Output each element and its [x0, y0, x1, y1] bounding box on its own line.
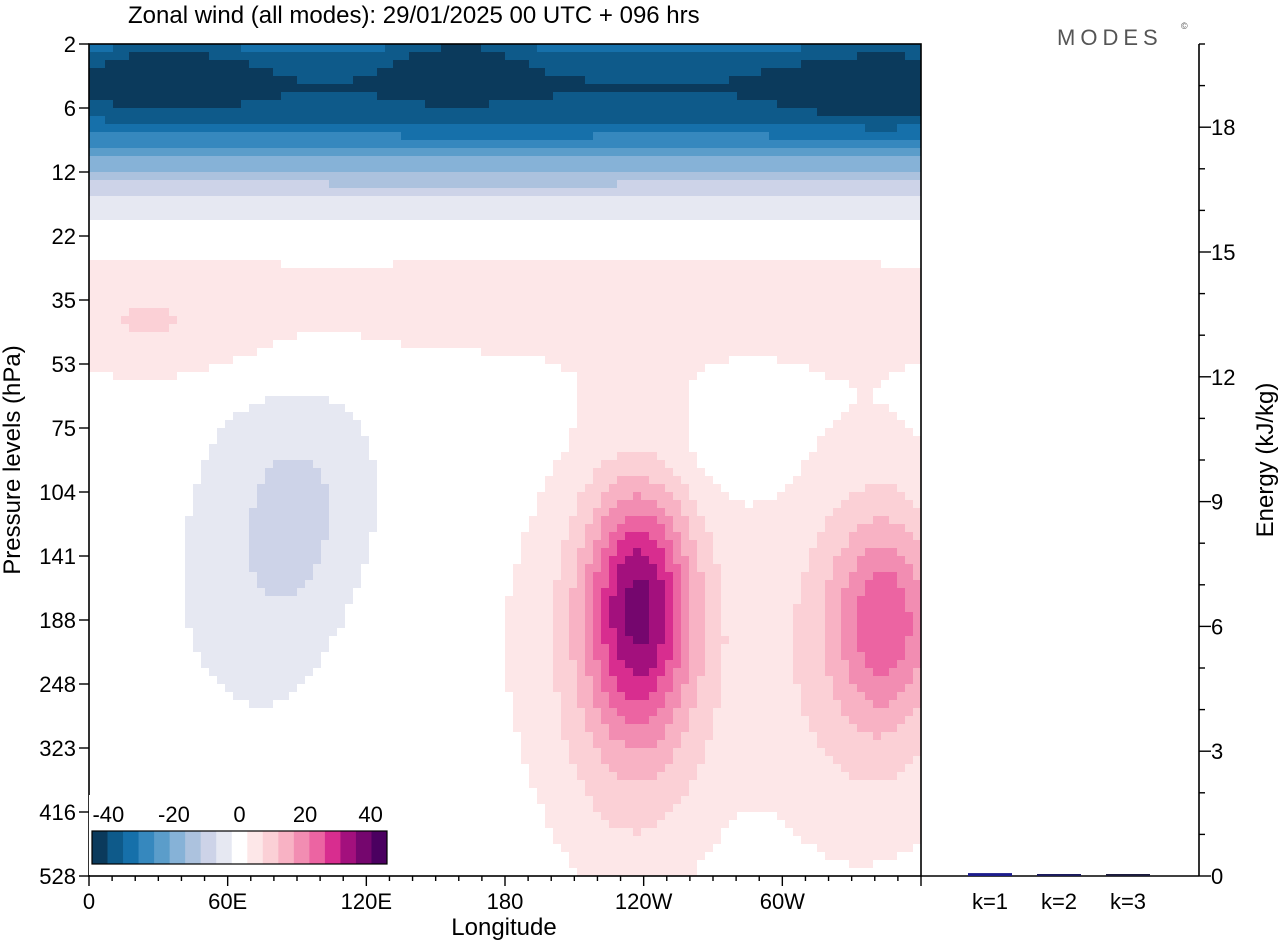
y-tick-label: 104: [39, 480, 76, 505]
colorbar-swatch: [108, 831, 124, 864]
y-tick-label: 323: [39, 736, 76, 761]
x-axis-label: Longitude: [451, 914, 556, 941]
x-tick-label: 0: [83, 889, 95, 914]
energy-category-label: k=2: [1041, 889, 1077, 914]
energy-tick-label: 6: [1211, 614, 1223, 639]
y-tick-label: 141: [39, 544, 76, 569]
colorbar-swatch: [263, 831, 279, 864]
energy-category-label: k=3: [1110, 889, 1146, 914]
colorbar-tick-label: 0: [233, 802, 245, 827]
colorbar-swatch: [325, 831, 341, 864]
y-axis-label: Pressure levels (hPa): [0, 345, 26, 574]
colorbar: -40 -20 0 20 40: [89, 795, 391, 875]
energy-tick-label: 15: [1211, 240, 1235, 265]
y-tick-label: 6: [64, 96, 76, 121]
x-tick-label: 120E: [341, 889, 392, 914]
energy-tick-label: 3: [1211, 739, 1223, 764]
x-tick-label: 60E: [208, 889, 247, 914]
y-tick-label: 12: [52, 160, 76, 185]
energy-tick-label: 18: [1211, 115, 1235, 140]
colorbar-swatch: [371, 831, 387, 864]
brand-copyright: ©: [1181, 21, 1188, 31]
colorbar-swatch: [232, 831, 248, 864]
colorbar-swatch: [356, 831, 372, 864]
y-tick-label: 35: [52, 288, 76, 313]
colorbar-swatch: [185, 831, 201, 864]
energy-tick-label: 0: [1211, 864, 1223, 889]
colorbar-swatch: [309, 831, 325, 864]
y-tick-label: 188: [39, 608, 76, 633]
colorbar-tick-label: 40: [358, 802, 382, 827]
y-tick-label: 22: [52, 224, 76, 249]
y-tick-label: 53: [52, 352, 76, 377]
energy-category-label: k=1: [972, 889, 1008, 914]
energy-axis-label: Energy (kJ/kg): [1252, 383, 1279, 538]
energy-tick-label: 12: [1211, 365, 1235, 390]
colorbar-swatch: [216, 831, 232, 864]
chart-title: Zonal wind (all modes): 29/01/2025 00 UT…: [128, 2, 700, 29]
energy-bar: [968, 873, 1012, 876]
colorbar-swatch: [278, 831, 294, 864]
energy-bar: [1037, 874, 1081, 876]
pressure-axis: 2 6 12 22 35 53 75 104 141 188 248 323 416 528: [39, 32, 89, 889]
colorbar-swatch: [123, 831, 139, 864]
energy-axis: 0 3 6 9 12 15 18: [1199, 44, 1235, 889]
longitude-axis: 0 60E 120E 180 120W 60W: [83, 876, 921, 914]
x-tick-label: 180: [487, 889, 524, 914]
colorbar-swatch: [247, 831, 263, 864]
colorbar-tick-label: 20: [293, 802, 317, 827]
energy-tick-label: 9: [1211, 490, 1223, 515]
energy-bar: [1106, 874, 1150, 876]
y-tick-label: 528: [39, 864, 76, 889]
colorbar-swatch: [201, 831, 217, 864]
colorbar-tick-label: -20: [158, 802, 190, 827]
colorbar-swatch: [92, 831, 108, 864]
colorbar-swatch: [340, 831, 356, 864]
colorbar-swatch: [139, 831, 155, 864]
energy-bars: k=1 k=2 k=3: [968, 873, 1150, 914]
colorbar-swatch: [154, 831, 170, 864]
x-tick-label: 120W: [615, 889, 673, 914]
wind-contour-field: [89, 44, 922, 877]
y-tick-label: 416: [39, 800, 76, 825]
y-tick-label: 75: [52, 416, 76, 441]
x-tick-label: 60W: [760, 889, 805, 914]
colorbar-swatch: [170, 831, 186, 864]
colorbar-tick-label: -40: [92, 802, 124, 827]
y-tick-label: 248: [39, 672, 76, 697]
colorbar-swatch: [294, 831, 310, 864]
brand-logo: MODES: [1057, 25, 1163, 50]
y-tick-label: 2: [64, 32, 76, 57]
